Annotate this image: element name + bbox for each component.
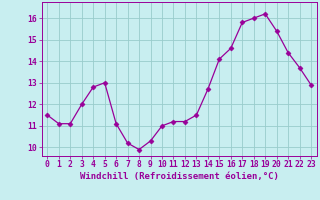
X-axis label: Windchill (Refroidissement éolien,°C): Windchill (Refroidissement éolien,°C) (80, 172, 279, 181)
